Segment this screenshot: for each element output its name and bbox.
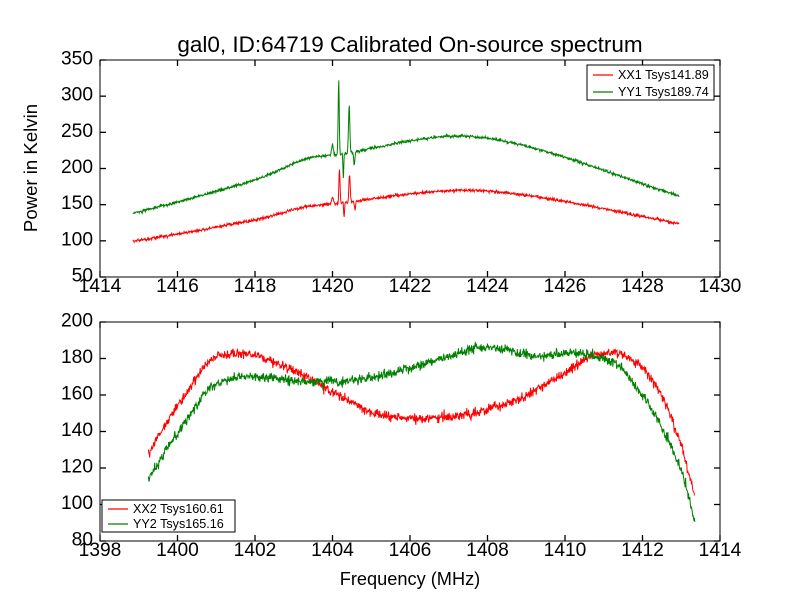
svg-text:1414: 1414 — [699, 540, 742, 561]
svg-text:100: 100 — [61, 493, 93, 514]
svg-text:1416: 1416 — [156, 276, 199, 297]
svg-text:200: 200 — [61, 157, 93, 178]
svg-text:1430: 1430 — [699, 276, 742, 297]
svg-text:1404: 1404 — [311, 540, 354, 561]
svg-text:100: 100 — [61, 229, 93, 250]
svg-text:1408: 1408 — [466, 540, 509, 561]
svg-text:1422: 1422 — [389, 276, 432, 297]
svg-text:1428: 1428 — [621, 276, 664, 297]
svg-text:1400: 1400 — [156, 540, 199, 561]
svg-text:140: 140 — [61, 420, 93, 441]
svg-text:1418: 1418 — [234, 276, 277, 297]
svg-text:350: 350 — [61, 49, 93, 70]
svg-text:1410: 1410 — [544, 540, 587, 561]
svg-text:150: 150 — [61, 193, 93, 214]
svg-text:120: 120 — [61, 457, 93, 478]
svg-text:250: 250 — [61, 121, 93, 142]
svg-text:50: 50 — [72, 266, 93, 287]
svg-text:300: 300 — [61, 85, 93, 106]
svg-text:1406: 1406 — [389, 540, 432, 561]
svg-text:XX2 Tsys160.61: XX2 Tsys160.61 — [133, 502, 224, 516]
svg-text:XX1 Tsys141.89: XX1 Tsys141.89 — [618, 68, 709, 82]
svg-text:1420: 1420 — [311, 276, 354, 297]
svg-text:180: 180 — [61, 347, 93, 368]
svg-text:Frequency (MHz): Frequency (MHz) — [340, 569, 480, 589]
svg-text:1412: 1412 — [621, 540, 664, 561]
svg-text:1426: 1426 — [544, 276, 587, 297]
svg-text:gal0, ID:64719 Calibrated On-s: gal0, ID:64719 Calibrated On-source spec… — [177, 32, 642, 57]
svg-text:1424: 1424 — [466, 276, 509, 297]
svg-text:Power in Kelvin: Power in Kelvin — [20, 104, 41, 232]
svg-text:1402: 1402 — [234, 540, 277, 561]
svg-text:YY2 Tsys165.16: YY2 Tsys165.16 — [133, 517, 224, 531]
svg-text:80: 80 — [72, 530, 93, 551]
svg-text:200: 200 — [61, 311, 93, 332]
svg-text:YY1 Tsys189.74: YY1 Tsys189.74 — [618, 85, 709, 99]
svg-text:160: 160 — [61, 384, 93, 405]
